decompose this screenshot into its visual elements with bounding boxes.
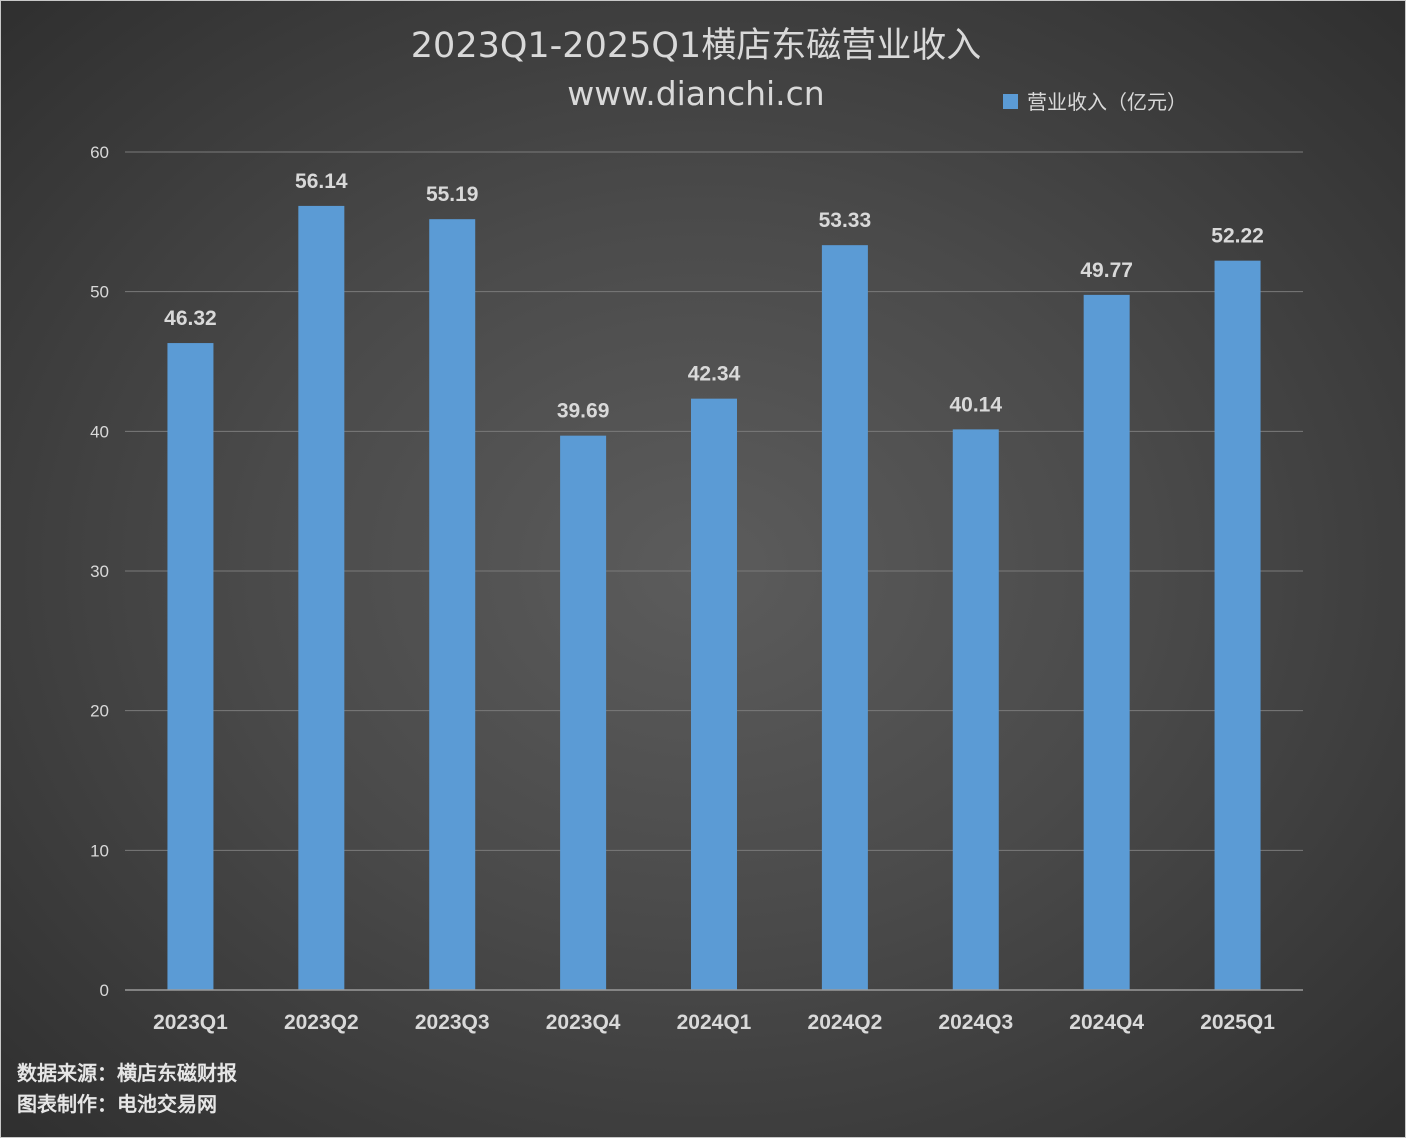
bar [167, 343, 214, 991]
y-tick-label: 40 [90, 422, 109, 441]
legend-swatch [1003, 94, 1018, 109]
x-axis: 2023Q1 2023Q2 2023Q3 2023Q4 2024Q1 2024Q2 2024… [125, 989, 1303, 1034]
x-tick-label: 2023Q2 [284, 1011, 359, 1034]
x-tick-label: 2023Q4 [546, 1011, 621, 1034]
x-tick-label: 2023Q3 [415, 1011, 490, 1034]
data-source: 数据来源：横店东磁财报 [17, 1061, 237, 1085]
chart-title: 2023Q1-2025Q1横店东磁营业收入 [411, 26, 981, 66]
data-label: 49.77 [1080, 259, 1133, 282]
data-label: 52.22 [1211, 225, 1264, 248]
x-tick-label: 2024Q2 [808, 1011, 883, 1034]
y-tick-label: 50 [90, 283, 109, 302]
y-tick-label: 20 [90, 702, 109, 721]
data-label: 39.69 [557, 400, 610, 423]
bar [821, 245, 868, 991]
y-tick-label: 10 [90, 841, 109, 860]
bar [298, 205, 345, 991]
x-tick-label: 2025Q1 [1200, 1011, 1275, 1034]
data-label: 56.14 [295, 170, 348, 193]
y-tick-label: 60 [90, 143, 109, 162]
x-tick-label: 2024Q1 [677, 1011, 752, 1034]
y-tick-label: 30 [90, 562, 109, 581]
data-label: 55.19 [426, 183, 479, 206]
chart-credit: 图表制作：电池交易网 [17, 1092, 217, 1116]
x-tick-label: 2023Q1 [153, 1011, 228, 1034]
x-tick-label: 2024Q4 [1069, 1011, 1144, 1034]
bar [1214, 260, 1261, 991]
chart-subtitle: www.dianchi.cn [567, 74, 824, 113]
y-axis: 0 10 20 30 40 50 60 [90, 143, 109, 1000]
bar [691, 398, 737, 990]
data-label: 53.33 [819, 209, 872, 232]
data-labels: 46.32 56.14 55.19 39.69 42.34 53.33 40.14 49.77… [164, 170, 1264, 423]
bars [167, 205, 1261, 991]
bar [429, 219, 476, 990]
data-label: 40.14 [949, 393, 1002, 416]
y-tick-label: 0 [100, 981, 109, 1000]
bar [1083, 294, 1130, 990]
bar [560, 435, 607, 991]
data-label: 46.32 [164, 307, 217, 330]
bar [952, 429, 999, 990]
x-tick-label: 2024Q3 [938, 1011, 1013, 1034]
data-label: 42.34 [688, 363, 741, 386]
legend-label: 营业收入（亿元） [1027, 90, 1187, 114]
legend: 营业收入（亿元） [1003, 90, 1187, 114]
